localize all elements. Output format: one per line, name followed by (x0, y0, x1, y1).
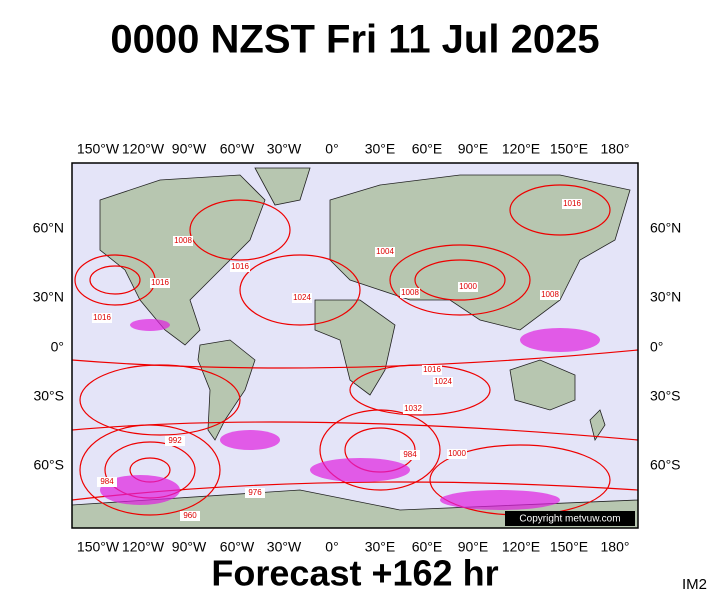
longitude-label: 150°E (550, 539, 588, 555)
latitude-label: 60°S (33, 457, 64, 473)
isobar-label-bg (173, 236, 193, 246)
title: 0000 NZST Fri 11 Jul 2025 (110, 18, 599, 62)
copyright-box (505, 511, 635, 526)
longitude-label: 90°E (458, 141, 489, 157)
longitude-label: 90°W (172, 539, 207, 555)
longitude-label: 180° (601, 539, 630, 555)
isobar-label-bg (292, 293, 312, 303)
image-id: IM2 (682, 576, 707, 593)
longitude-label: 150°W (77, 141, 120, 157)
isobar-label-bg (562, 199, 582, 209)
isobar-label-bg (165, 436, 185, 446)
longitude-label: 30°W (267, 539, 302, 555)
latitude-label: 30°S (33, 388, 64, 404)
isobar-label-bg (375, 247, 395, 257)
isobar-label-bg (180, 511, 200, 521)
longitude-label: 90°W (172, 141, 207, 157)
isobar-label-bg (540, 290, 560, 300)
latitude-label: 0° (51, 339, 64, 355)
isobar-label: 976 (248, 488, 262, 497)
isobar-label-bg (245, 488, 265, 498)
longitude-label: 0° (325, 539, 338, 555)
isobar-label-bg (97, 477, 117, 487)
isobar-label-bg (92, 313, 112, 323)
longitude-label: 120°W (122, 539, 165, 555)
isobar-label: 984 (100, 477, 114, 486)
latitude-label: 60°N (650, 220, 681, 236)
isobar-label: 1024 (434, 377, 452, 386)
latitude-label: 30°N (650, 289, 681, 305)
precipitation (100, 319, 600, 510)
longitude-label: 0° (325, 141, 338, 157)
isobar-label: 984 (403, 450, 417, 459)
isobar-label-bg (422, 365, 442, 375)
longitude-label: 30°W (267, 141, 302, 157)
isobar-label: 1032 (404, 404, 422, 413)
isobar-label-bg (447, 449, 467, 459)
isobar-label: 1000 (448, 449, 466, 458)
isobar-label: 1016 (563, 199, 581, 208)
isobar-label: 1016 (231, 262, 249, 271)
isobar-label-bg (230, 262, 250, 272)
isobar-label: 1008 (401, 288, 419, 297)
longitude-label: 60°E (412, 141, 443, 157)
longitude-label: 30°E (365, 141, 396, 157)
longitude-label: 90°E (458, 539, 489, 555)
copyright: Copyright metvuw.com (519, 514, 620, 525)
isobar-label: 1016 (151, 278, 169, 287)
isobar-label: 1016 (423, 365, 441, 374)
isobar-label: 1016 (93, 313, 111, 322)
longitude-label: 60°W (220, 539, 255, 555)
map-frame (71, 162, 639, 529)
isobar-label: 960 (183, 511, 197, 520)
isobar-label: 1008 (541, 290, 559, 299)
longitude-label: 150°W (77, 539, 120, 555)
latitude-label: 60°N (33, 220, 64, 236)
longitude-label: 60°W (220, 141, 255, 157)
longitude-label: 150°E (550, 141, 588, 157)
isobar-label: 1004 (376, 247, 394, 256)
longitude-label: 120°E (502, 539, 540, 555)
longitude-label: 120°E (502, 141, 540, 157)
latitude-label: 0° (650, 339, 663, 355)
isobar-label: 1008 (174, 236, 192, 245)
longitude-label: 120°W (122, 141, 165, 157)
isobar-label-bg (400, 288, 420, 298)
latitude-label: 30°S (650, 388, 681, 404)
map: 1016 1016 1008 1016 1024 1004 1008 1000 1008 1016… (72, 163, 638, 528)
longitude-label: 60°E (412, 539, 443, 555)
isobar-label-bg (433, 377, 453, 387)
longitude-label: 30°E (365, 539, 396, 555)
isobar-label: 1024 (293, 293, 311, 302)
isobar-label-bg (400, 450, 420, 460)
isobar-label-bg (150, 278, 170, 288)
longitude-label: 180° (601, 141, 630, 157)
latitude-label: 30°N (33, 289, 64, 305)
isobar-label-bg (458, 282, 478, 292)
latitude-label: 60°S (650, 457, 681, 473)
isobar-label: 992 (168, 436, 182, 445)
isobar-label-bg (403, 404, 423, 414)
forecast-label: Forecast +162 hr (211, 553, 498, 594)
isobar-label: 1000 (459, 282, 477, 291)
